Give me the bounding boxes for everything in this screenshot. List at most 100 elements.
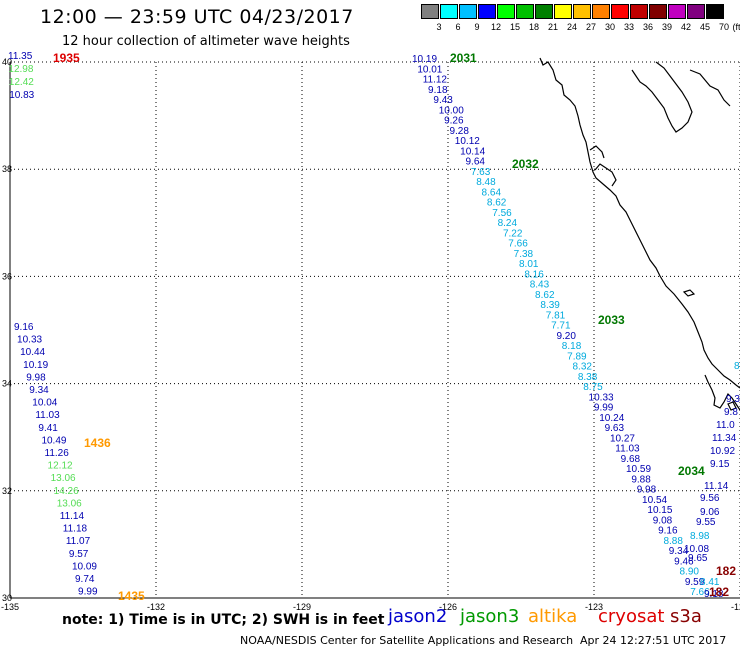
left-top-track-value: 10.83 <box>9 90 34 101</box>
right-track-value: 9.15 <box>710 459 730 470</box>
right-track-value: 9.56 <box>700 493 720 504</box>
main-track-value: 8.01 <box>519 259 539 270</box>
pass-time-label: 1435 <box>118 589 145 603</box>
main-track-value: 7.89 <box>567 351 587 362</box>
scale-swatch <box>478 4 496 19</box>
main-track-value: 9.64 <box>466 157 486 168</box>
main-track-value: 10.14 <box>460 146 485 157</box>
scale-label: 12 <box>490 22 501 32</box>
left-bottom-track-value: 11.14 <box>60 511 85 522</box>
legend-altika: altika <box>528 606 578 627</box>
main-track-value: 10.00 <box>439 105 464 116</box>
scale-unit: (ft) <box>732 22 740 32</box>
pass-time-label: 2034 <box>678 464 705 478</box>
main-track-value: 7.56 <box>492 208 512 219</box>
main-track-value: 8.62 <box>487 198 507 209</box>
scale-label: 18 <box>528 22 539 32</box>
right-track-value: 10.92 <box>710 446 735 457</box>
latitude-tick-label: 34 <box>2 379 12 389</box>
main-track-value: 8.43 <box>530 280 550 291</box>
right-track-value: 9.06 <box>700 507 720 518</box>
pass-time-label: 2031 <box>450 51 477 65</box>
left-bottom-track-value: 9.99 <box>78 587 98 598</box>
scale-swatch <box>497 4 515 19</box>
right-track-value: 9.18 <box>704 589 724 600</box>
scale-swatch <box>611 4 629 19</box>
main-track-value: 9.59 <box>685 577 705 588</box>
left-bottom-track-value: 9.74 <box>75 574 95 585</box>
main-track-value: 8.48 <box>476 177 496 188</box>
main-track-value: 9.99 <box>594 403 614 414</box>
main-track-value: 8.75 <box>583 382 603 393</box>
main-track-value: 7.71 <box>551 321 571 332</box>
longitude-tick-label: -123 <box>585 602 603 612</box>
right-track-value: 9.55 <box>696 517 716 528</box>
right-track-value: 9.65 <box>688 553 708 564</box>
scale-swatch <box>668 4 686 19</box>
left-bottom-track-value: 10.44 <box>20 347 45 358</box>
credit-line: NOAA/NESDIS Center for Satellite Applica… <box>240 634 574 647</box>
pass-time-label: 182 <box>709 585 729 599</box>
scale-label: 6 <box>455 22 461 32</box>
main-track-value: 7.66 <box>690 587 710 598</box>
pass-time-label: 2032 <box>512 157 539 171</box>
left-bottom-track-value: 11.03 <box>35 410 60 421</box>
pass-time-label: 182 <box>716 564 736 578</box>
latitude-tick-label: 32 <box>2 486 12 496</box>
longitude-tick-label: -120 <box>731 602 740 612</box>
scale-label: 9 <box>474 22 480 32</box>
channel-island <box>682 289 696 297</box>
scale-label: 3 <box>436 22 442 32</box>
main-track-value: 11.03 <box>615 444 640 455</box>
left-bottom-track-value: 10.19 <box>23 360 48 371</box>
main-track-value: 7.81 <box>546 310 566 321</box>
main-track-value: 8.32 <box>573 362 593 373</box>
main-track-value: 10.59 <box>626 464 651 475</box>
main-track-value: 10.33 <box>589 392 614 403</box>
main-track-value: 9.26 <box>444 116 464 127</box>
main-track-value: 9.46 <box>674 556 694 567</box>
left-bottom-track-value: 9.57 <box>69 549 89 560</box>
scale-swatch <box>630 4 648 19</box>
right-track-value: 11.34 <box>712 433 737 444</box>
latitude-tick-label: 30 <box>2 593 12 603</box>
main-track-value: 9.63 <box>605 423 625 434</box>
left-bottom-track-value: 10.09 <box>72 561 97 572</box>
main-track-value: 10.01 <box>417 64 442 75</box>
baja-coastline <box>704 374 740 411</box>
legend-jason2: jason2 <box>388 606 448 627</box>
coastline <box>539 57 740 389</box>
right-track-value: 11.14 <box>704 481 729 492</box>
main-track-value: 9.34 <box>669 546 689 557</box>
pass-time-label: 1935 <box>53 51 80 65</box>
scale-label: 45 <box>699 22 710 32</box>
main-track-value: 7.38 <box>514 249 534 260</box>
map-grid <box>9 61 740 599</box>
longitude-tick-label: -126 <box>439 602 457 612</box>
left-bottom-track-value: 11.18 <box>63 524 88 535</box>
right-track-value: 10.08 <box>684 544 709 555</box>
left-bottom-track-value: 10.49 <box>41 435 66 446</box>
main-track-value: 10.24 <box>599 413 624 424</box>
main-track-value: 8.64 <box>482 187 502 198</box>
main-track-value: 9.88 <box>631 474 651 485</box>
scale-swatch <box>592 4 610 19</box>
legend-jason3: jason3 <box>460 606 520 627</box>
altimeter-tracks: 11.3512.9812.4210.839.1610.3310.4410.199… <box>8 51 740 603</box>
right-track-value: 9.3 <box>726 394 740 405</box>
scale-swatch <box>687 4 705 19</box>
generation-timestamp: Apr 24 12:27:51 UTC 2017 <box>580 634 727 647</box>
guadalupe-island <box>727 401 737 411</box>
scale-label: 24 <box>566 22 577 32</box>
main-track-value: 9.16 <box>658 526 678 537</box>
main-track-value: 8.62 <box>535 290 555 301</box>
scale-label: 39 <box>661 22 672 32</box>
left-bottom-track-value: 10.33 <box>17 335 42 346</box>
chart-title: 12:00 — 23:59 UTC 04/23/2017 <box>40 6 354 28</box>
main-track-value: 10.54 <box>642 495 667 506</box>
latitude-tick-label: 36 <box>2 271 12 281</box>
legend-cryosat: cryosat <box>598 606 665 627</box>
left-bottom-track-value: 14.26 <box>54 486 79 497</box>
main-track-value: 7.63 <box>471 167 491 178</box>
